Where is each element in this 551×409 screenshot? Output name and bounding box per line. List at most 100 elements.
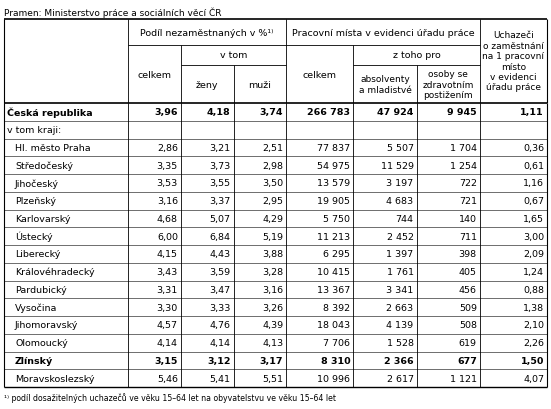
Text: Podíl nezaměstnaných v %¹⁾: Podíl nezaměstnaných v %¹⁾ (141, 29, 274, 37)
Text: 4,57: 4,57 (157, 321, 178, 330)
Text: 3,96: 3,96 (154, 108, 178, 117)
Text: 13 579: 13 579 (317, 179, 350, 188)
Text: 3,37: 3,37 (209, 197, 230, 206)
Text: 1,24: 1,24 (523, 267, 544, 276)
Text: 11 529: 11 529 (381, 161, 414, 170)
Text: 11 213: 11 213 (317, 232, 350, 241)
Text: 8 392: 8 392 (323, 303, 350, 312)
Text: 1 528: 1 528 (387, 338, 414, 347)
Text: 5,19: 5,19 (262, 232, 283, 241)
Text: Vysočina: Vysočina (15, 303, 57, 312)
Text: 4,76: 4,76 (209, 321, 230, 330)
Text: osoby se
zdravotním
postižením: osoby se zdravotním postižením (423, 70, 474, 100)
Text: 398: 398 (458, 250, 477, 259)
Text: celkem: celkem (302, 70, 337, 79)
Text: 2,10: 2,10 (523, 321, 544, 330)
Text: 2,09: 2,09 (523, 250, 544, 259)
Text: 3,00: 3,00 (523, 232, 544, 241)
Text: 3,55: 3,55 (209, 179, 230, 188)
Text: 6,00: 6,00 (157, 232, 178, 241)
Text: 3,35: 3,35 (156, 161, 178, 170)
Text: 1 704: 1 704 (450, 144, 477, 153)
Text: 4,07: 4,07 (523, 374, 544, 383)
Text: 3,88: 3,88 (262, 250, 283, 259)
Text: Olomoucký: Olomoucký (15, 338, 68, 347)
Text: 1 397: 1 397 (386, 250, 414, 259)
Text: 77 837: 77 837 (317, 144, 350, 153)
Text: 8 310: 8 310 (321, 356, 350, 365)
Text: 5 750: 5 750 (323, 214, 350, 223)
Text: 1 121: 1 121 (450, 374, 477, 383)
Text: 456: 456 (459, 285, 477, 294)
Text: 140: 140 (459, 214, 477, 223)
Text: 509: 509 (459, 303, 477, 312)
Text: 5,51: 5,51 (262, 374, 283, 383)
Text: 721: 721 (459, 197, 477, 206)
Text: 1,16: 1,16 (523, 179, 544, 188)
Text: 3,28: 3,28 (262, 267, 283, 276)
Text: 3,33: 3,33 (209, 303, 230, 312)
Text: Pramen: Ministerstvo práce a sociálních věcí ČR: Pramen: Ministerstvo práce a sociálních … (4, 7, 222, 18)
Text: 3,73: 3,73 (209, 161, 230, 170)
Text: 5,46: 5,46 (157, 374, 178, 383)
Text: 6,84: 6,84 (209, 232, 230, 241)
Text: 744: 744 (396, 214, 414, 223)
Text: 18 043: 18 043 (317, 321, 350, 330)
Text: 0,36: 0,36 (523, 144, 544, 153)
Text: 1,50: 1,50 (521, 356, 544, 365)
Text: celkem: celkem (138, 70, 171, 79)
Text: Moravskoslezský: Moravskoslezský (15, 374, 95, 383)
Text: 4,18: 4,18 (207, 108, 230, 117)
Text: 6 295: 6 295 (323, 250, 350, 259)
Text: 619: 619 (459, 338, 477, 347)
Text: Česká republika: Česká republika (7, 107, 93, 118)
Text: 3,59: 3,59 (209, 267, 230, 276)
Text: Pracovní místa v evidenci úřadu práce: Pracovní místa v evidenci úřadu práce (291, 29, 474, 37)
Text: 3 197: 3 197 (386, 179, 414, 188)
Text: 2,98: 2,98 (262, 161, 283, 170)
Text: 508: 508 (459, 321, 477, 330)
Text: 9 945: 9 945 (447, 108, 477, 117)
Text: 13 367: 13 367 (317, 285, 350, 294)
Text: 7 706: 7 706 (323, 338, 350, 347)
Text: 19 905: 19 905 (317, 197, 350, 206)
Text: 5,07: 5,07 (209, 214, 230, 223)
Text: 3,26: 3,26 (262, 303, 283, 312)
Text: 4,39: 4,39 (262, 321, 283, 330)
Text: Středočeský: Středočeský (15, 161, 73, 171)
Text: 4,13: 4,13 (262, 338, 283, 347)
Text: 3,21: 3,21 (209, 144, 230, 153)
Text: 3,43: 3,43 (156, 267, 178, 276)
Text: 3,31: 3,31 (156, 285, 178, 294)
Text: 10 996: 10 996 (317, 374, 350, 383)
Text: 3,30: 3,30 (156, 303, 178, 312)
Text: Královéhradecký: Královéhradecký (15, 267, 95, 277)
Text: 2,51: 2,51 (262, 144, 283, 153)
Text: 4,43: 4,43 (209, 250, 230, 259)
Text: 1,65: 1,65 (523, 214, 544, 223)
Text: 4,15: 4,15 (157, 250, 178, 259)
Text: 3,74: 3,74 (260, 108, 283, 117)
Text: v tom kraji:: v tom kraji: (7, 126, 61, 135)
Text: v tom: v tom (220, 52, 247, 61)
Text: 5,41: 5,41 (209, 374, 230, 383)
Text: 2 663: 2 663 (386, 303, 414, 312)
Text: 2 617: 2 617 (387, 374, 414, 383)
Text: 47 924: 47 924 (377, 108, 414, 117)
Text: Zlínský: Zlínský (15, 356, 53, 365)
Text: 54 975: 54 975 (317, 161, 350, 170)
Text: 1 761: 1 761 (387, 267, 414, 276)
Text: 3,12: 3,12 (207, 356, 230, 365)
Text: muži: muži (249, 80, 271, 89)
Text: 1,38: 1,38 (523, 303, 544, 312)
Text: Hl. město Praha: Hl. město Praha (15, 144, 90, 153)
Text: 0,61: 0,61 (523, 161, 544, 170)
Text: Jihomoravský: Jihomoravský (15, 321, 78, 330)
Text: 677: 677 (457, 356, 477, 365)
Text: 0,67: 0,67 (523, 197, 544, 206)
Text: 711: 711 (459, 232, 477, 241)
Text: 405: 405 (459, 267, 477, 276)
Text: 2,26: 2,26 (523, 338, 544, 347)
Text: absolventy
a mladistvé: absolventy a mladistvé (359, 75, 412, 94)
Text: 2,95: 2,95 (262, 197, 283, 206)
